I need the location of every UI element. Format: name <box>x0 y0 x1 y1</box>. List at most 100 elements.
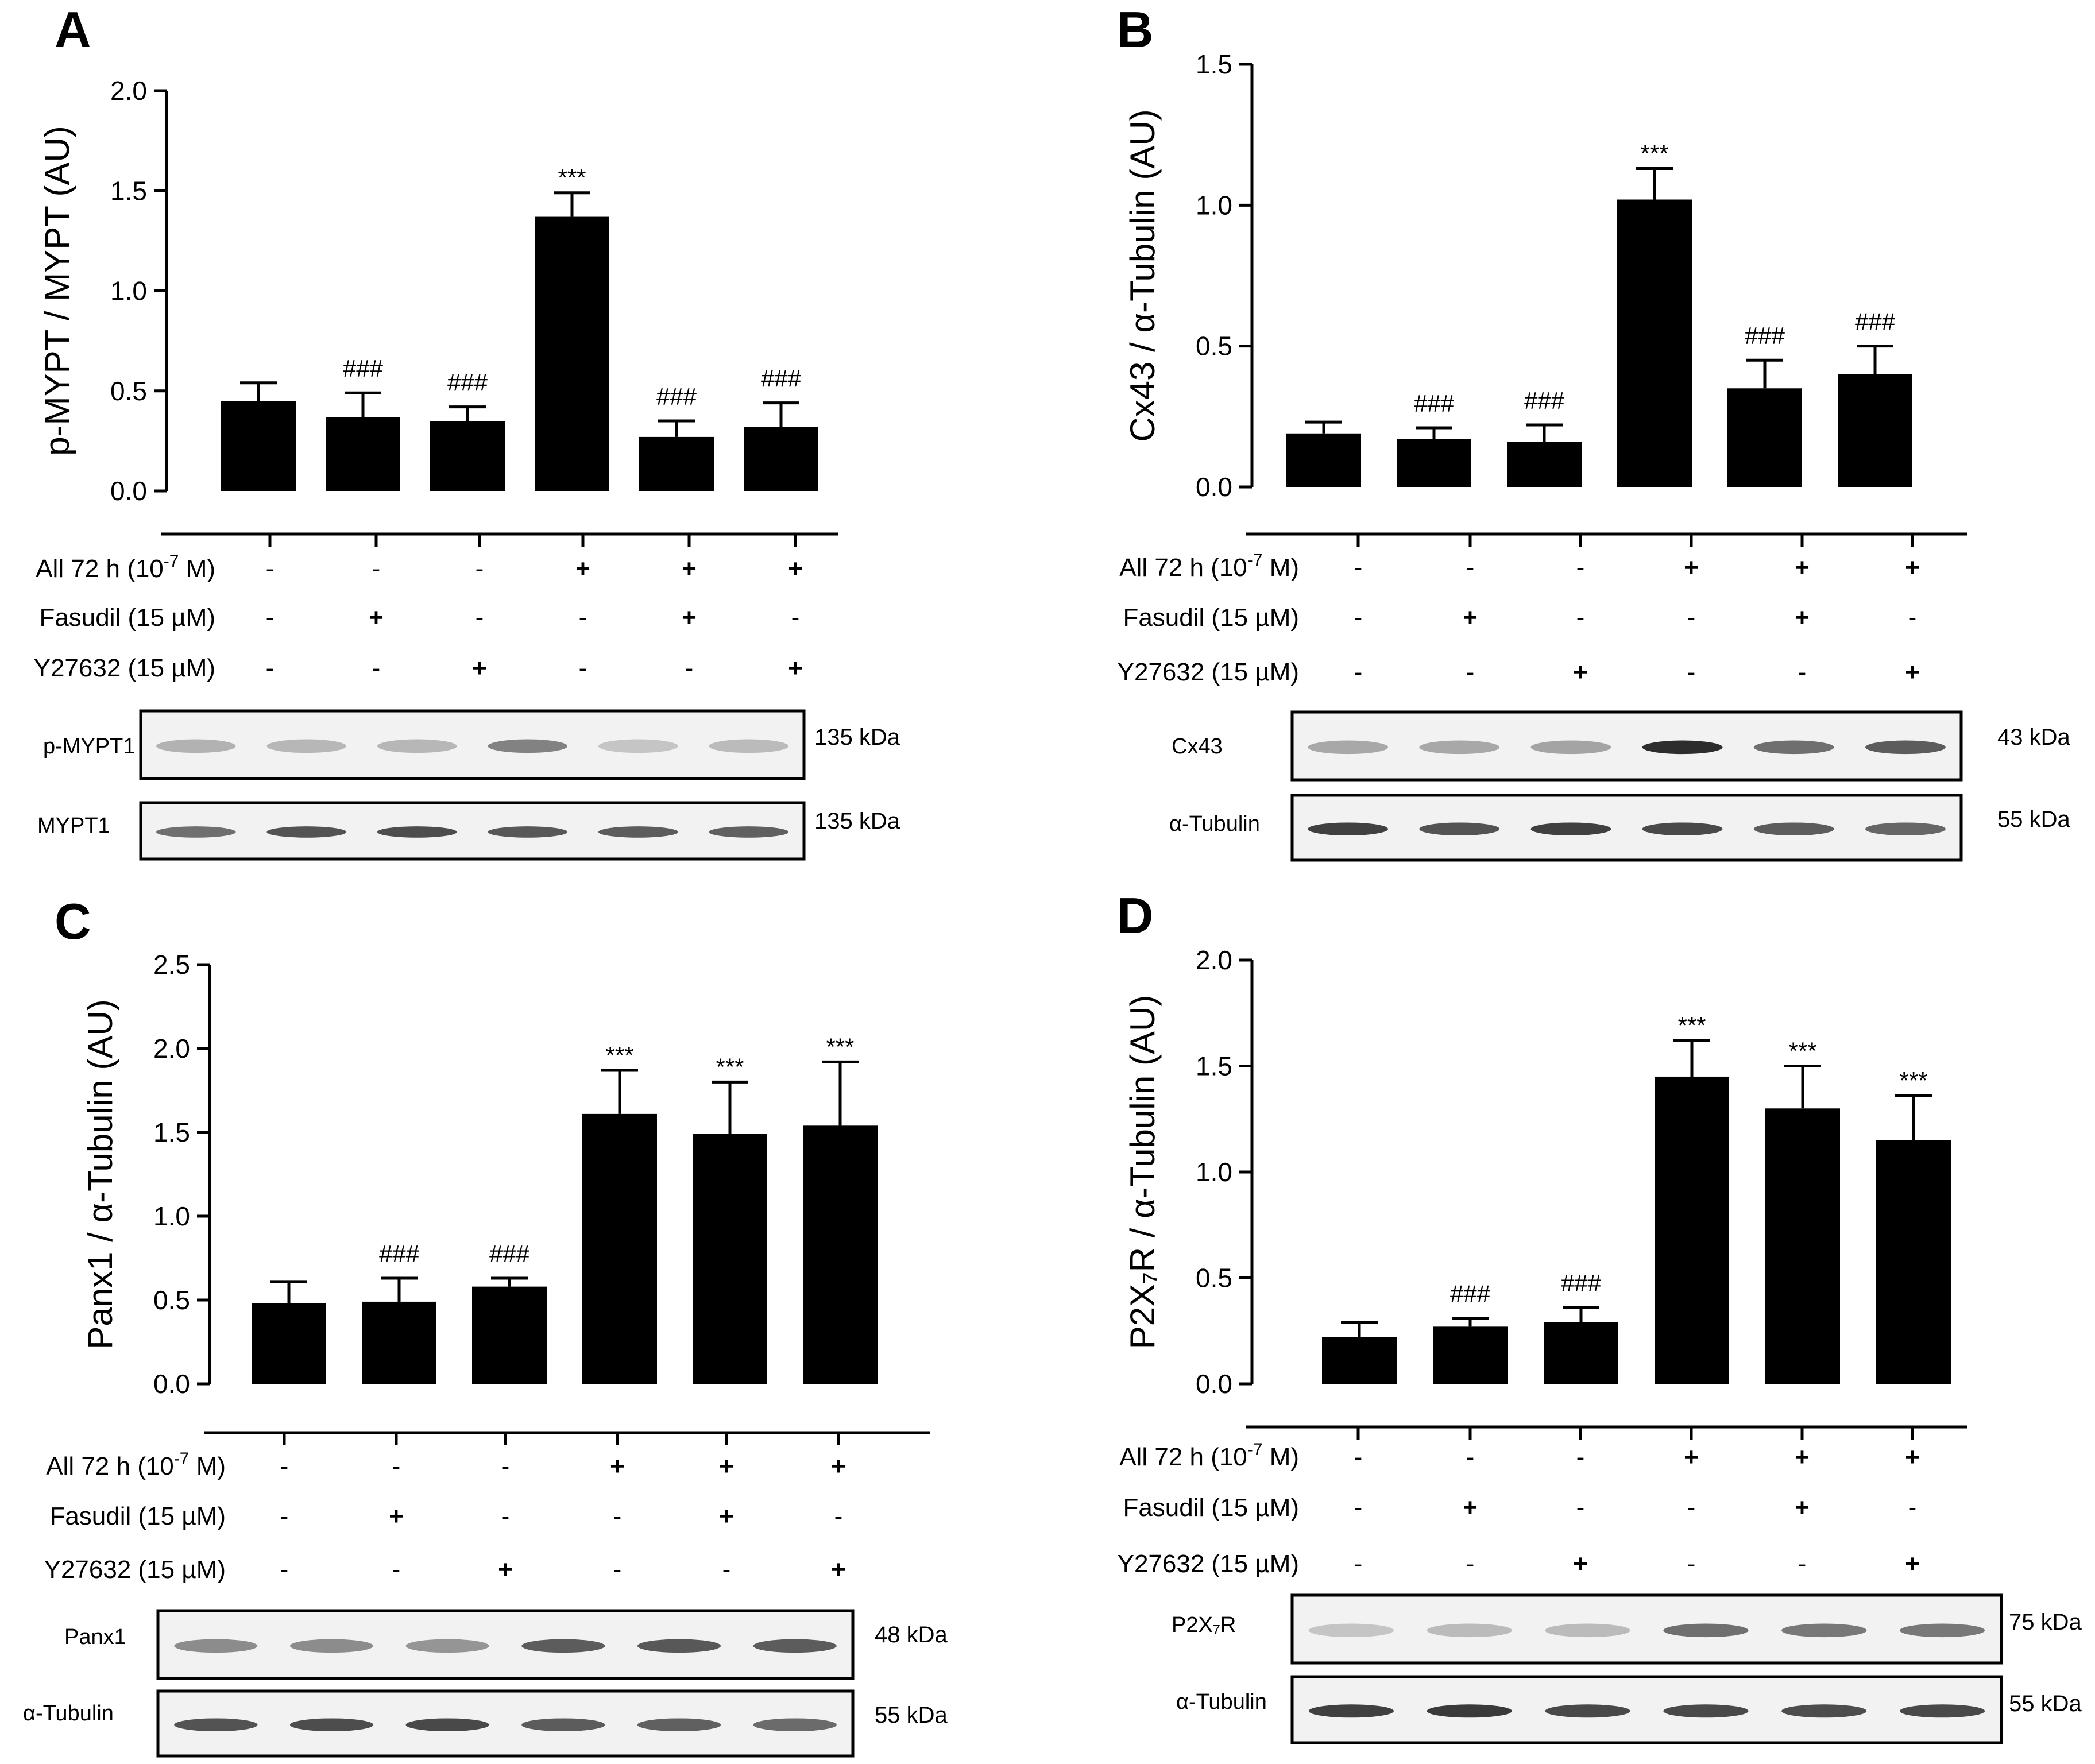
blot-band <box>289 1718 374 1732</box>
significance-label: ### <box>656 383 697 410</box>
significance-label: *** <box>1677 1012 1706 1039</box>
treatment-sign: - <box>280 1452 289 1480</box>
blot-band <box>377 739 457 753</box>
blot-label: MYPT1 <box>37 814 110 838</box>
y-tick-label: 0.0 <box>1196 472 1232 502</box>
y-tick-label: 1.5 <box>1196 49 1232 79</box>
treatment-sign: + <box>1463 604 1478 632</box>
blot-band <box>1419 822 1500 836</box>
blot-band <box>405 1718 489 1732</box>
treatment-sign: - <box>1354 1494 1363 1522</box>
treatment-label: Y27632 (15 µM) <box>44 1556 226 1584</box>
treatment-sign: - <box>1576 1494 1585 1522</box>
treatment-sign: - <box>579 604 587 632</box>
treatment-sign: + <box>1905 658 1920 686</box>
kda-label: 55 kDa <box>1997 807 2070 832</box>
bar <box>744 427 818 491</box>
blot-band <box>598 826 678 838</box>
significance-label: ### <box>1855 308 1896 335</box>
treatment-sign: - <box>1576 554 1585 582</box>
y-tick-label: 2.5 <box>153 950 190 980</box>
significance-label: *** <box>826 1033 854 1060</box>
y-tick-label: 0.5 <box>153 1285 190 1315</box>
blot-band <box>1753 740 1834 755</box>
blot-band <box>156 739 236 753</box>
blot-label: Cx43 <box>1172 734 1223 759</box>
treatment-sign: - <box>1576 1443 1585 1471</box>
blot-band <box>1530 740 1611 755</box>
treatment-sign: - <box>579 654 587 682</box>
treatment-sign: + <box>1573 658 1588 686</box>
y-tick-label: 1.0 <box>1196 1157 1232 1187</box>
significance-label: ### <box>1524 387 1565 414</box>
blot-band <box>1642 740 1723 755</box>
kda-label: 48 kDa <box>875 1622 948 1647</box>
bar <box>803 1125 878 1384</box>
treatment-label: Fasudil (15 µM) <box>1123 1494 1299 1522</box>
significance-label: ### <box>447 369 488 396</box>
treatment-sign: + <box>788 555 803 583</box>
blot-band <box>521 1718 605 1732</box>
bar <box>1397 439 1471 487</box>
blot-band <box>1308 1704 1394 1718</box>
blot-label: P2X₇R <box>1172 1613 1236 1637</box>
treatment-label: Y27632 (15 µM) <box>34 654 215 682</box>
bar <box>362 1301 436 1384</box>
treatment-sign: + <box>369 604 384 632</box>
treatment-label: Fasudil (15 µM) <box>49 1502 226 1530</box>
treatment-sign: - <box>1466 1550 1475 1578</box>
blot-frame <box>1290 794 1963 862</box>
kda-label: 55 kDa <box>2009 1691 2082 1716</box>
treatment-sign: - <box>1908 1494 1917 1522</box>
treatment-sign: + <box>389 1502 404 1530</box>
significance-label: *** <box>1899 1067 1927 1094</box>
treatment-sign: + <box>1684 1443 1699 1471</box>
treatment-sign: - <box>392 1556 401 1584</box>
blot-band <box>1663 1623 1749 1638</box>
panel-letter: A <box>55 1 91 58</box>
y-tick-label: 2.0 <box>1196 945 1232 975</box>
treatment-sign: - <box>476 555 484 583</box>
treatment-label: Fasudil (15 µM) <box>1123 604 1299 632</box>
blot-label: α-Tubulin <box>1169 812 1260 836</box>
significance-label: ### <box>489 1240 530 1267</box>
blot-band <box>1865 740 1946 755</box>
treatment-sign: - <box>1354 604 1363 632</box>
blot-band <box>1545 1623 1630 1638</box>
blot-band <box>1308 1623 1394 1638</box>
treatment-sign: - <box>834 1502 843 1530</box>
treatment-sign: + <box>682 555 697 583</box>
blot-frame <box>1290 1675 2003 1744</box>
significance-label: ### <box>1745 322 1785 349</box>
treatment-sign: - <box>1687 1550 1696 1578</box>
blot-frame <box>156 1609 855 1680</box>
panel-letter: B <box>1117 1 1154 58</box>
blot-band <box>174 1639 258 1653</box>
significance-label: *** <box>716 1053 744 1080</box>
bar <box>639 436 714 491</box>
bar <box>1286 433 1361 487</box>
y-axis-label: Cx43 / α-Tubulin (AU) <box>1123 109 1162 442</box>
y-tick-label: 1.0 <box>110 276 147 306</box>
bar <box>1838 374 1912 487</box>
blot-label: Panx1 <box>64 1625 126 1649</box>
treatment-sign: + <box>1905 1550 1920 1578</box>
y-tick-label: 0.0 <box>1196 1369 1232 1399</box>
blot-band <box>266 739 347 753</box>
kda-label: 43 kDa <box>1997 725 2070 750</box>
bar <box>1322 1337 1397 1384</box>
treatment-sign: + <box>1684 554 1699 582</box>
treatment-sign: + <box>1795 604 1810 632</box>
significance-label: *** <box>605 1042 633 1069</box>
treatment-sign: - <box>280 1556 289 1584</box>
treatment-sign: - <box>791 604 800 632</box>
treatment-sign: + <box>498 1556 513 1584</box>
bar <box>252 1303 326 1384</box>
blot-band <box>1642 822 1723 836</box>
blot-band <box>1781 1704 1867 1718</box>
treatment-sign: - <box>501 1502 510 1530</box>
treatment-sign: + <box>831 1556 846 1584</box>
blot-band <box>488 826 568 838</box>
y-tick-label: 1.5 <box>1196 1051 1232 1081</box>
y-axis-label: Panx1 / α-Tubulin (AU) <box>81 999 119 1349</box>
